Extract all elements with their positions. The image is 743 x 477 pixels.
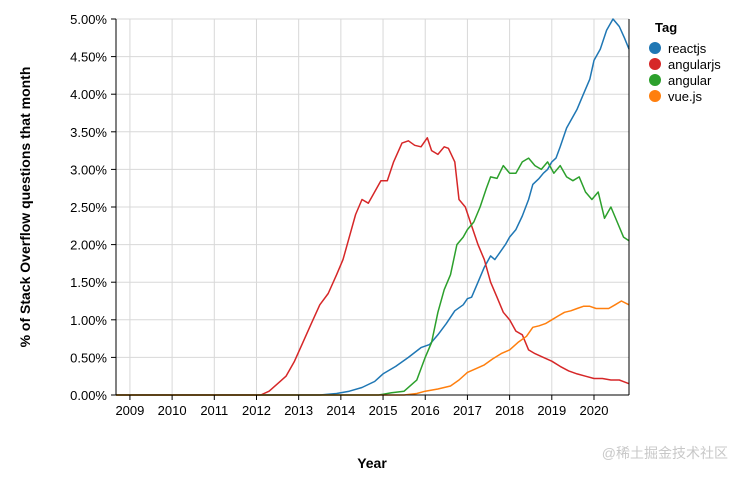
x-tick-label: 2013 — [284, 403, 313, 418]
x-tick-label: 2017 — [453, 403, 482, 418]
legend-label: angularjs — [668, 57, 721, 72]
legend-marker — [649, 58, 661, 70]
watermark: @稀土掘金技术社区 — [602, 445, 728, 461]
y-tick-label: 4.50% — [70, 50, 107, 65]
x-tick-label: 2010 — [158, 403, 187, 418]
legend-marker — [649, 42, 661, 54]
x-tick-label: 2014 — [326, 403, 355, 418]
x-axis-title: Year — [357, 455, 387, 471]
y-axis-title: % of Stack Overflow questions that month — [17, 67, 33, 348]
y-tick-label: 1.00% — [70, 313, 107, 328]
x-tick-label: 2020 — [580, 403, 609, 418]
legend-title: Tag — [655, 20, 677, 35]
x-tick-label: 2011 — [200, 403, 228, 418]
legend-label: angular — [668, 73, 712, 88]
legend-label: vue.js — [668, 89, 702, 104]
y-tick-label: 2.50% — [70, 200, 107, 215]
y-tick-label: 3.50% — [70, 125, 107, 140]
y-tick-label: 4.00% — [70, 87, 107, 102]
y-tick-label: 5.00% — [70, 12, 107, 27]
y-tick-label: 0.00% — [70, 388, 107, 403]
series-line-angular — [116, 157, 630, 396]
x-tick-label: 2012 — [242, 403, 271, 418]
series-lines — [116, 18, 630, 396]
series-line-vuejs — [116, 300, 630, 396]
grid — [116, 18, 629, 396]
legend-marker — [649, 90, 661, 102]
x-axis-ticks: 2009 2010 2011 2012 2013 2014 2015 2016 2017 2018… — [115, 395, 608, 418]
y-tick-label: 2.00% — [70, 238, 107, 253]
legend-marker — [649, 74, 661, 86]
series-line-angularjs — [116, 137, 630, 396]
x-tick-label: 2016 — [411, 403, 440, 418]
x-tick-label: 2009 — [115, 403, 144, 418]
x-tick-label: 2018 — [495, 403, 524, 418]
y-tick-label: 0.50% — [70, 350, 107, 365]
y-tick-label: 3.00% — [70, 162, 107, 177]
legend-label: reactjs — [668, 41, 707, 56]
y-axis-ticks: 0.00% 0.50% 1.00% 1.50% 2.00% 2.50% 3.00% 3.50%… — [70, 12, 116, 403]
series-line-reactjs — [116, 18, 630, 396]
y-tick-label: 1.50% — [70, 275, 107, 290]
x-tick-label: 2015 — [369, 403, 398, 418]
x-tick-label: 2019 — [537, 403, 566, 418]
